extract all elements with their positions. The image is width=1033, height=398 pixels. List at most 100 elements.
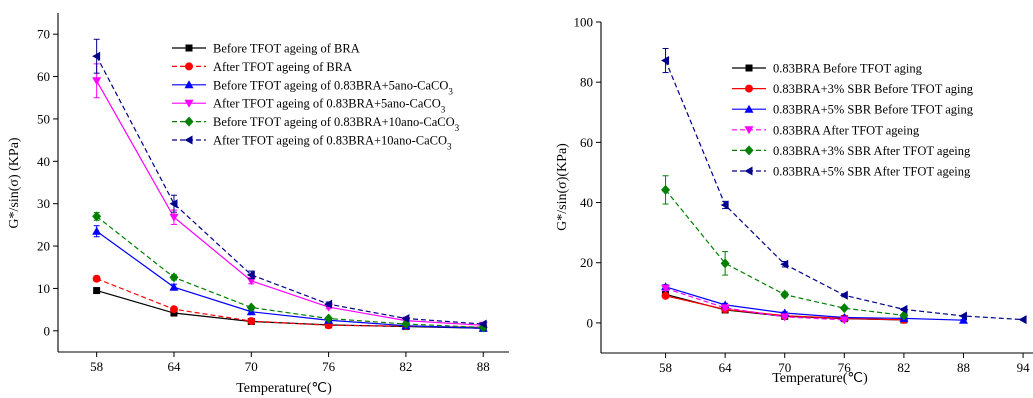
legend-item: After TFOT ageing of BRA — [172, 60, 352, 74]
x-tick-label: 82 — [897, 360, 910, 375]
series-line — [665, 287, 845, 321]
legend-label: 0.83BRA+3% SBR After TFOT ageing — [773, 144, 971, 158]
legend-item: 0.83BRA+5% SBR Before TFOT aging — [732, 103, 974, 117]
x-tick-label: 70 — [778, 360, 791, 375]
data-point — [1018, 315, 1027, 325]
y-tick-label: 20 — [580, 255, 593, 270]
x-tick-label: 94 — [1017, 360, 1031, 375]
legend-marker — [184, 80, 194, 89]
legend-item: Before TFOT ageing of 0.83BRA+5ano-CaCO3 — [172, 78, 453, 96]
legend-label: 0.83BRA+5% SBR Before TFOT aging — [773, 103, 974, 117]
series — [92, 225, 488, 332]
y-tick-label: 70 — [37, 27, 50, 42]
data-point — [899, 304, 908, 314]
x-tick-label: 70 — [245, 359, 258, 374]
data-point — [720, 200, 729, 210]
x-tick-label: 58 — [659, 360, 672, 375]
y-tick-label: 50 — [37, 111, 50, 126]
series-line — [96, 215, 484, 329]
legend-marker — [184, 135, 193, 145]
x-axis-label: Temperature(℃) — [236, 381, 332, 396]
series-group — [661, 47, 1027, 325]
data-point — [169, 282, 179, 291]
data-point — [661, 291, 670, 300]
data-point — [92, 211, 102, 222]
legend-item: Before TFOT ageing of BRA — [172, 42, 360, 56]
data-point — [92, 274, 101, 283]
data-point — [839, 290, 848, 300]
x-tick-label: 88 — [477, 359, 490, 374]
legend: Before TFOT ageing of BRA After TFOT agei… — [172, 42, 460, 152]
legend-label: After TFOT ageing of 0.83BRA+5ano-CaCO3 — [213, 97, 446, 115]
legend-item: 0.83BRA+5% SBR After TFOT ageing — [732, 165, 971, 179]
legend-label: 0.83BRA+3% SBR Before TFOT aging — [773, 82, 974, 96]
series-line — [665, 286, 964, 321]
legend-label: Before TFOT ageing of 0.83BRA+5ano-CaCO3 — [213, 78, 453, 96]
legend-label: After TFOT ageing of 0.83BRA+10ano-CaCO3 — [213, 134, 452, 152]
data-point — [958, 311, 967, 321]
legend-marker — [744, 104, 754, 113]
data-point — [661, 184, 671, 195]
series — [661, 284, 849, 325]
legend-marker — [745, 64, 753, 72]
legend-item: 0.83BRA After TFOT ageing — [732, 123, 920, 137]
legend-marker — [185, 44, 193, 52]
x-tick-label: 64 — [167, 359, 181, 374]
legend-label: After TFOT ageing of BRA — [213, 60, 352, 74]
legend-marker — [744, 166, 753, 176]
data-point — [247, 317, 256, 326]
legend-marker — [744, 126, 754, 135]
series — [661, 47, 1027, 325]
y-axis-label: G*/sin(σ) (KPa) — [7, 137, 22, 228]
data-point — [246, 302, 256, 313]
legend-item: Before TFOT ageing of 0.83BRA+10ano-CaCO… — [172, 115, 460, 133]
series-line — [96, 80, 484, 326]
y-tick-label: 0 — [587, 315, 594, 330]
data-point — [246, 270, 255, 280]
legend-label: 0.83BRA+5% SBR After TFOT ageing — [773, 165, 971, 179]
y-tick-label: 60 — [37, 69, 50, 84]
data-point — [324, 313, 334, 324]
legend-label: 0.83BRA Before TFOT aging — [773, 62, 923, 76]
data-point — [780, 313, 790, 322]
y-tick-label: 40 — [37, 154, 50, 169]
data-point — [958, 315, 968, 324]
legend-marker — [184, 116, 194, 127]
legend-item: After TFOT ageing of 0.83BRA+5ano-CaCO3 — [172, 97, 446, 115]
legend-item: 0.83BRA Before TFOT aging — [732, 62, 923, 76]
data-point — [839, 316, 849, 325]
y-axis-label: G*/sin(σ)(KPa) — [555, 143, 570, 231]
y-tick-label: 100 — [574, 15, 594, 30]
legend-marker — [745, 84, 753, 93]
x-tick-label: 88 — [957, 360, 970, 375]
legend-label: Before TFOT ageing of BRA — [213, 42, 360, 56]
y-tick-label: 10 — [37, 281, 50, 296]
legend-label: 0.83BRA After TFOT ageing — [773, 123, 920, 137]
legend-marker — [744, 145, 754, 156]
data-point — [661, 284, 671, 293]
series-line — [96, 230, 484, 329]
series — [92, 274, 488, 332]
data-point — [246, 277, 256, 286]
data-point — [169, 213, 179, 222]
data-point — [324, 299, 333, 309]
data-point — [169, 199, 178, 209]
legend-item: 0.83BRA+3% SBR After TFOT ageing — [732, 144, 971, 158]
y-tick-label: 60 — [580, 135, 593, 150]
legend-label: Before TFOT ageing of 0.83BRA+10ano-CaCO… — [213, 115, 460, 133]
x-tick-label: 76 — [838, 360, 852, 375]
data-point — [93, 287, 101, 295]
legend-marker — [185, 62, 193, 71]
series-line — [664, 60, 1024, 321]
y-tick-label: 80 — [580, 75, 593, 90]
series — [92, 211, 488, 333]
legend-marker — [184, 99, 194, 108]
series-group — [92, 38, 488, 333]
data-point — [661, 56, 670, 66]
x-tick-label: 64 — [719, 360, 733, 375]
data-point — [780, 289, 790, 300]
legend-item: After TFOT ageing of 0.83BRA+10ano-CaCO3 — [172, 134, 452, 152]
x-tick-label: 82 — [399, 359, 412, 374]
chart-right: 58 64 70 76 82 88 94 0 20 40 60 80 100 Temperature(℃… — [555, 15, 1033, 386]
